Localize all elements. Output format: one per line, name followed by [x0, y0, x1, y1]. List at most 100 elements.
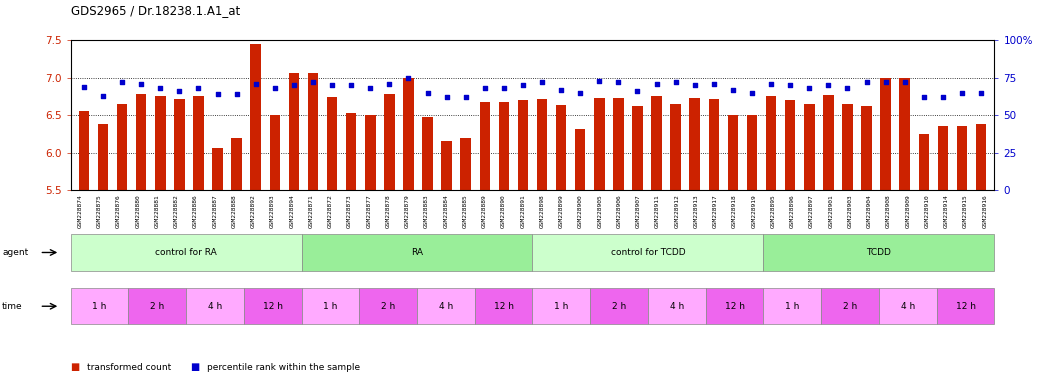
Point — [267, 85, 283, 91]
Bar — [327, 97, 337, 190]
Point — [324, 82, 340, 88]
Text: GSM228880: GSM228880 — [135, 194, 140, 228]
Bar — [900, 78, 910, 190]
Text: GSM228918: GSM228918 — [732, 194, 737, 228]
Bar — [250, 44, 261, 190]
Text: percentile rank within the sample: percentile rank within the sample — [207, 364, 360, 372]
Text: GSM228876: GSM228876 — [116, 194, 121, 228]
Text: GSM228897: GSM228897 — [809, 194, 814, 228]
Bar — [307, 73, 319, 190]
Point — [515, 82, 531, 88]
Text: GSM228884: GSM228884 — [443, 194, 448, 228]
Bar — [518, 100, 528, 190]
Bar — [384, 94, 394, 190]
Point — [343, 82, 359, 88]
Text: 4 h: 4 h — [670, 302, 684, 311]
Bar — [193, 96, 203, 190]
Point — [572, 90, 589, 96]
Bar — [689, 98, 700, 190]
Bar — [117, 104, 128, 190]
Text: GSM228911: GSM228911 — [655, 194, 660, 228]
Point — [76, 84, 92, 90]
Text: GSM228883: GSM228883 — [425, 194, 429, 228]
Point — [438, 94, 455, 100]
Text: GSM228912: GSM228912 — [675, 194, 679, 228]
Point — [152, 85, 168, 91]
Text: GSM228881: GSM228881 — [155, 194, 160, 228]
Text: GSM228917: GSM228917 — [713, 194, 718, 228]
Bar — [422, 118, 433, 190]
Bar — [957, 126, 967, 190]
Point — [94, 93, 111, 99]
Text: GSM228896: GSM228896 — [790, 194, 795, 228]
Bar — [785, 100, 795, 190]
Text: 2 h: 2 h — [151, 302, 164, 311]
Bar — [746, 115, 758, 190]
Bar — [79, 111, 89, 190]
Point — [362, 85, 379, 91]
Point — [801, 85, 818, 91]
Text: GSM228871: GSM228871 — [308, 194, 313, 228]
Text: GSM228909: GSM228909 — [905, 194, 910, 228]
Bar — [537, 99, 547, 190]
Text: GSM228908: GSM228908 — [886, 194, 891, 228]
Bar — [365, 115, 376, 190]
Text: TCDD: TCDD — [867, 248, 892, 257]
Text: GDS2965 / Dr.18238.1.A1_at: GDS2965 / Dr.18238.1.A1_at — [71, 4, 240, 17]
Point — [305, 79, 322, 85]
Point — [897, 79, 913, 85]
Point — [114, 79, 131, 85]
Text: GSM228904: GSM228904 — [867, 194, 872, 228]
Bar — [976, 124, 986, 190]
Text: ■: ■ — [71, 362, 80, 372]
Point — [210, 91, 226, 97]
Point — [743, 90, 760, 96]
Text: GSM228879: GSM228879 — [405, 194, 410, 228]
Text: GSM228914: GSM228914 — [944, 194, 949, 228]
Text: GSM228898: GSM228898 — [540, 194, 545, 228]
Point — [247, 81, 264, 87]
Text: GSM228886: GSM228886 — [193, 194, 198, 228]
Text: 1 h: 1 h — [785, 302, 799, 311]
Point — [877, 79, 894, 85]
Text: GSM228900: GSM228900 — [578, 194, 583, 228]
Bar — [613, 98, 624, 190]
Bar — [594, 98, 604, 190]
Text: GSM228915: GSM228915 — [963, 194, 968, 228]
Text: GSM228888: GSM228888 — [231, 194, 237, 228]
Bar — [862, 106, 872, 190]
Bar — [709, 99, 719, 190]
Point — [458, 94, 474, 100]
Point — [419, 90, 436, 96]
Text: 2 h: 2 h — [381, 302, 395, 311]
Bar — [728, 115, 738, 190]
Text: 1 h: 1 h — [554, 302, 569, 311]
Text: control for RA: control for RA — [156, 248, 217, 257]
Bar — [174, 99, 185, 190]
Point — [649, 81, 665, 87]
Text: time: time — [2, 302, 23, 311]
Point — [725, 87, 741, 93]
Bar — [575, 129, 585, 190]
Text: GSM228882: GSM228882 — [174, 194, 179, 228]
Point — [820, 82, 837, 88]
Text: control for TCDD: control for TCDD — [610, 248, 685, 257]
Text: GSM228875: GSM228875 — [97, 194, 102, 228]
Text: GSM228890: GSM228890 — [501, 194, 507, 228]
Text: GSM228910: GSM228910 — [925, 194, 930, 228]
Text: GSM228885: GSM228885 — [463, 194, 468, 228]
Text: GSM228895: GSM228895 — [770, 194, 775, 228]
Point — [553, 87, 570, 93]
Point — [171, 88, 188, 94]
Text: 12 h: 12 h — [494, 302, 514, 311]
Bar — [441, 141, 452, 190]
Text: GSM228893: GSM228893 — [270, 194, 275, 228]
Bar — [766, 96, 776, 190]
Bar — [480, 102, 490, 190]
Text: RA: RA — [411, 248, 424, 257]
Text: GSM228874: GSM228874 — [78, 194, 83, 228]
Bar — [98, 124, 108, 190]
Bar — [289, 73, 299, 190]
Point — [400, 74, 416, 81]
Bar — [919, 134, 929, 190]
